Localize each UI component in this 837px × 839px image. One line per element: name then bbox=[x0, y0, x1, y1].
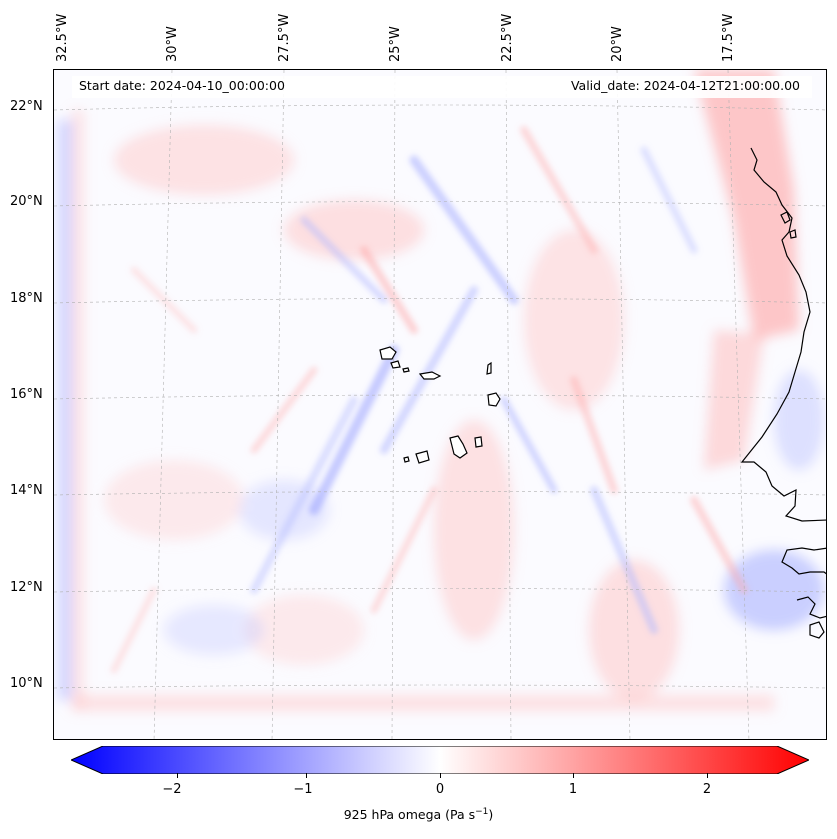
lat-label-20n: 20°N bbox=[10, 194, 43, 209]
parallel-18n bbox=[54, 298, 826, 304]
meridian-25w bbox=[391, 70, 396, 739]
island-sao-nicolau bbox=[418, 371, 442, 380]
lon-label-25w: 25°W bbox=[388, 26, 403, 62]
positive-band-bottom bbox=[74, 695, 774, 711]
positive-band-coast bbox=[694, 70, 799, 340]
positive-patch bbox=[434, 420, 514, 640]
island-tidra bbox=[789, 229, 797, 239]
lat-label-12n: 12°N bbox=[10, 580, 43, 595]
colorbar-tick-2: 2 bbox=[702, 782, 712, 797]
coastline-guinea bbox=[809, 621, 825, 639]
parallel-16n bbox=[54, 394, 826, 400]
positive-patch bbox=[524, 230, 624, 410]
meridian-30w bbox=[153, 70, 173, 739]
colorbar-tick-minus-2: −2 bbox=[162, 782, 182, 797]
meridian-20w bbox=[616, 70, 631, 739]
island-santa-luzia bbox=[402, 367, 410, 373]
lon-label-20w: 20°W bbox=[610, 26, 625, 62]
negative-stripe-left bbox=[58, 120, 72, 700]
omega-streaks bbox=[110, 126, 748, 674]
parallel-22n bbox=[54, 104, 826, 111]
lon-label-30w: 30°W bbox=[165, 26, 180, 62]
parallel-14n bbox=[54, 491, 826, 496]
colorbar-label-exponent: −1 bbox=[475, 807, 489, 817]
valid-date-label: Valid_date: 2024-04-12T21:00:00.00 bbox=[570, 78, 800, 93]
coastline-south bbox=[781, 547, 826, 575]
coastline-main bbox=[740, 147, 826, 522]
parallel-12n bbox=[54, 588, 826, 593]
colorbar-tickmark bbox=[306, 773, 307, 778]
island-fogo bbox=[415, 450, 430, 464]
colorbar-tick-0: 0 bbox=[435, 782, 445, 797]
positive-band-coast-lower bbox=[704, 330, 764, 470]
positive-stripe-left bbox=[72, 110, 84, 710]
colorbar-tickmark bbox=[707, 773, 708, 778]
lat-label-14n: 14°N bbox=[10, 483, 43, 498]
lat-label-22n: 22°N bbox=[10, 99, 43, 114]
graticule bbox=[54, 70, 826, 739]
negative-patch bbox=[724, 550, 824, 630]
meridian-22-5w bbox=[505, 70, 512, 739]
omega-field bbox=[58, 70, 824, 711]
parallel-20n bbox=[54, 201, 826, 207]
island-arguin bbox=[780, 211, 791, 224]
colorbar-tick-minus-1: −1 bbox=[293, 782, 313, 797]
colorbar-label: 925 hPa omega (Pa s−1) bbox=[0, 807, 837, 822]
cape-verde-islands bbox=[379, 346, 501, 464]
island-brava bbox=[403, 456, 410, 463]
parallel-10n bbox=[54, 684, 826, 689]
lat-label-10n: 10°N bbox=[10, 676, 43, 691]
lat-label-16n: 16°N bbox=[10, 387, 43, 402]
start-date-label: Start date: 2024-04-10_00:00:00 bbox=[79, 78, 285, 93]
map-panel: Start date: 2024-04-10_00:00:00 Valid_da… bbox=[53, 69, 827, 740]
omega-field-map bbox=[54, 70, 826, 739]
positive-patch bbox=[114, 125, 294, 195]
lon-label-17-5w: 17.5°W bbox=[721, 13, 736, 62]
colorbar-tick-1: 1 bbox=[568, 782, 578, 797]
lon-label-32-5w: 32.5°W bbox=[55, 13, 70, 62]
island-sal bbox=[486, 361, 492, 375]
island-maio bbox=[474, 436, 483, 448]
west-african-coastline bbox=[740, 147, 826, 639]
info-strip bbox=[72, 76, 812, 98]
positive-patch bbox=[589, 560, 679, 700]
negative-patch bbox=[164, 605, 264, 655]
lon-label-27-5w: 27.5°W bbox=[277, 13, 292, 62]
lat-label-18n: 18°N bbox=[10, 291, 43, 306]
positive-patch bbox=[104, 460, 244, 540]
negative-patch bbox=[774, 370, 824, 470]
coastline-bissagos bbox=[796, 596, 826, 619]
island-boa-vista bbox=[487, 392, 501, 407]
colorbar-tickmark bbox=[177, 773, 178, 778]
lon-label-22-5w: 22.5°W bbox=[500, 13, 515, 62]
meridian-27-5w bbox=[271, 70, 285, 739]
colorbar-tickmark bbox=[573, 773, 574, 778]
colorbar-label-main: 925 hPa omega (Pa s bbox=[343, 807, 476, 823]
positive-patch bbox=[284, 200, 424, 260]
colorbar bbox=[71, 746, 809, 774]
island-sao-vicente bbox=[390, 360, 401, 369]
meridian-17-5w bbox=[727, 70, 750, 739]
island-santiago bbox=[449, 435, 468, 459]
colorbar-tickmark bbox=[440, 773, 441, 778]
colorbar-label-end: ) bbox=[488, 807, 494, 823]
island-santo-antao bbox=[379, 346, 397, 360]
colorbar-body bbox=[71, 746, 809, 774]
